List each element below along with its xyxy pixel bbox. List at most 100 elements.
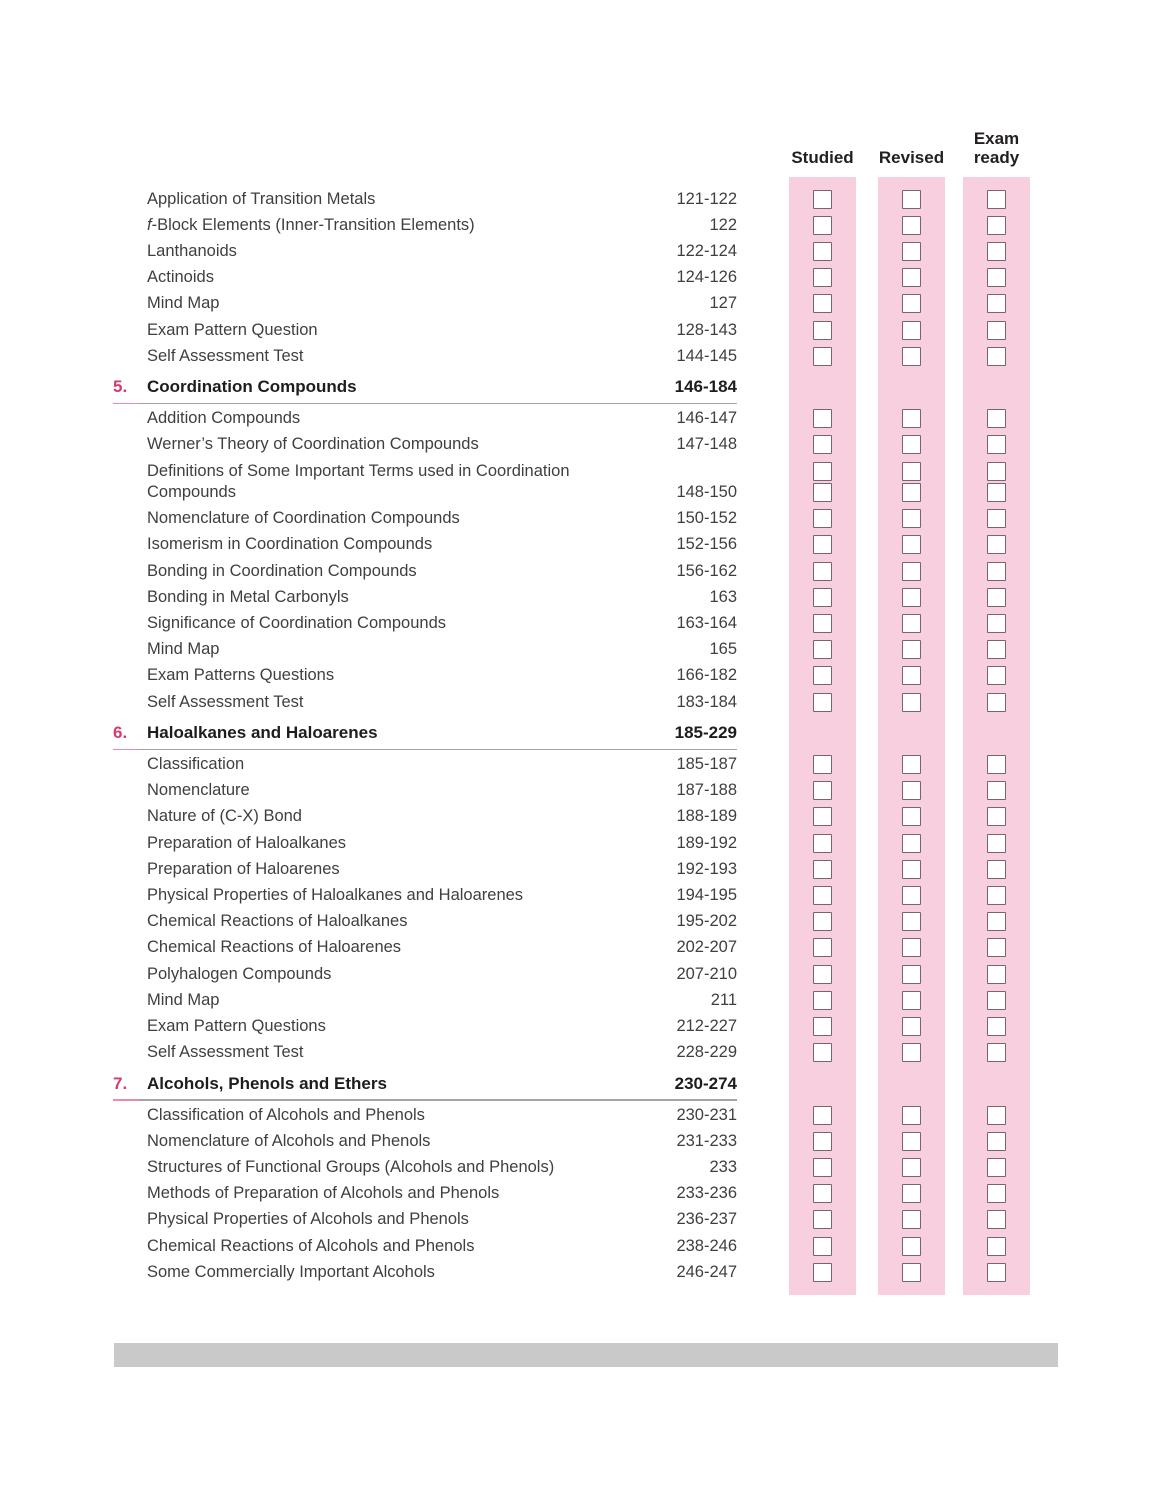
checkbox-exam-ready[interactable] [987,1262,1006,1282]
checkbox-revised[interactable] [902,833,921,853]
checkbox-studied[interactable] [813,833,832,853]
checkbox-exam-ready[interactable] [987,1017,1006,1036]
checkbox-revised[interactable] [902,1105,921,1125]
checkbox-studied[interactable] [813,1236,832,1256]
checkbox-exam-ready[interactable] [987,509,1006,529]
checkbox-exam-ready[interactable] [987,938,1006,958]
checkbox-revised[interactable] [902,1017,921,1036]
checkbox-revised[interactable] [902,1262,921,1282]
checkbox-revised[interactable] [902,535,921,555]
checkbox-exam-ready[interactable] [987,755,1006,774]
checkbox-studied[interactable] [813,614,832,633]
checkbox-revised[interactable] [902,461,921,481]
checkbox-exam-ready[interactable] [987,859,1006,879]
checkbox-exam-ready[interactable] [987,461,1006,481]
checkbox-studied[interactable] [813,409,832,429]
checkbox-exam-ready[interactable] [987,640,1006,660]
checkbox-studied[interactable] [813,346,832,366]
checkbox-exam-ready[interactable] [987,346,1006,366]
checkbox-revised[interactable] [902,189,921,209]
checkbox-studied[interactable] [813,692,832,712]
checkbox-exam-ready[interactable] [987,294,1006,314]
checkbox-revised[interactable] [902,614,921,633]
checkbox-studied[interactable] [813,1262,832,1282]
checkbox-studied[interactable] [813,990,832,1010]
checkbox-exam-ready[interactable] [987,409,1006,429]
checkbox-exam-ready[interactable] [987,268,1006,288]
checkbox-studied[interactable] [813,587,832,607]
checkbox-revised[interactable] [902,1158,921,1177]
checkbox-exam-ready[interactable] [987,189,1006,209]
checkbox-studied[interactable] [813,666,832,686]
checkbox-revised[interactable] [902,346,921,366]
checkbox-exam-ready[interactable] [987,587,1006,607]
checkbox-exam-ready[interactable] [987,561,1006,581]
checkbox-exam-ready[interactable] [987,807,1006,827]
checkbox-exam-ready[interactable] [987,241,1006,261]
checkbox-studied[interactable] [813,294,832,314]
checkbox-revised[interactable] [902,1184,921,1204]
checkbox-exam-ready[interactable] [987,666,1006,686]
checkbox-revised[interactable] [902,1236,921,1256]
checkbox-exam-ready[interactable] [987,692,1006,712]
checkbox-studied[interactable] [813,1210,832,1230]
checkbox-studied[interactable] [813,1131,832,1151]
checkbox-revised[interactable] [902,912,921,932]
checkbox-revised[interactable] [902,964,921,984]
checkbox-exam-ready[interactable] [987,1043,1006,1063]
checkbox-revised[interactable] [902,435,921,455]
checkbox-exam-ready[interactable] [987,1184,1006,1204]
checkbox-revised[interactable] [902,215,921,235]
checkbox-revised[interactable] [902,938,921,958]
checkbox-revised[interactable] [902,859,921,879]
checkbox-studied[interactable] [813,807,832,827]
checkbox-revised[interactable] [902,1210,921,1230]
checkbox-studied[interactable] [813,640,832,660]
checkbox-studied[interactable] [813,268,832,288]
checkbox-studied[interactable] [813,189,832,209]
checkbox-studied[interactable] [813,483,832,502]
checkbox-studied[interactable] [813,1158,832,1177]
checkbox-revised[interactable] [902,807,921,827]
checkbox-exam-ready[interactable] [987,990,1006,1010]
checkbox-exam-ready[interactable] [987,215,1006,235]
checkbox-revised[interactable] [902,1043,921,1063]
checkbox-revised[interactable] [902,640,921,660]
checkbox-studied[interactable] [813,535,832,555]
checkbox-exam-ready[interactable] [987,833,1006,853]
checkbox-revised[interactable] [902,561,921,581]
checkbox-revised[interactable] [902,1131,921,1151]
checkbox-studied[interactable] [813,1105,832,1125]
checkbox-revised[interactable] [902,294,921,314]
checkbox-exam-ready[interactable] [987,781,1006,801]
checkbox-revised[interactable] [902,886,921,905]
checkbox-exam-ready[interactable] [987,535,1006,555]
checkbox-studied[interactable] [813,435,832,455]
checkbox-revised[interactable] [902,666,921,686]
checkbox-revised[interactable] [902,781,921,801]
checkbox-studied[interactable] [813,859,832,879]
checkbox-studied[interactable] [813,781,832,801]
checkbox-exam-ready[interactable] [987,912,1006,932]
checkbox-exam-ready[interactable] [987,435,1006,455]
checkbox-studied[interactable] [813,1043,832,1063]
checkbox-exam-ready[interactable] [987,886,1006,905]
checkbox-studied[interactable] [813,1184,832,1204]
checkbox-exam-ready[interactable] [987,1236,1006,1256]
checkbox-revised[interactable] [902,241,921,261]
checkbox-revised[interactable] [902,692,921,712]
checkbox-studied[interactable] [813,964,832,984]
checkbox-exam-ready[interactable] [987,1158,1006,1177]
checkbox-exam-ready[interactable] [987,1131,1006,1151]
checkbox-studied[interactable] [813,461,832,481]
checkbox-studied[interactable] [813,755,832,774]
checkbox-exam-ready[interactable] [987,1210,1006,1230]
checkbox-exam-ready[interactable] [987,614,1006,633]
checkbox-studied[interactable] [813,561,832,581]
checkbox-studied[interactable] [813,509,832,529]
checkbox-revised[interactable] [902,755,921,774]
checkbox-exam-ready[interactable] [987,483,1006,502]
checkbox-revised[interactable] [902,587,921,607]
checkbox-studied[interactable] [813,320,832,340]
checkbox-studied[interactable] [813,1017,832,1036]
